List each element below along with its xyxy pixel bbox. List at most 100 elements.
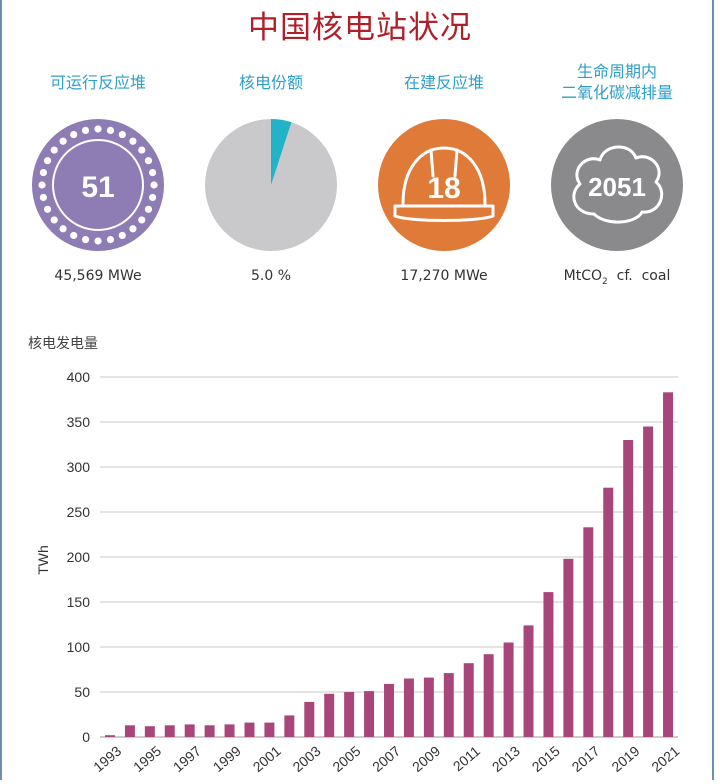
ring-dot	[50, 146, 58, 154]
stat-capacity: 17,270 MWe	[400, 268, 488, 284]
stat-label: 生命周期内 二氧化碳减排量	[537, 60, 697, 104]
ring-dot	[144, 205, 153, 213]
x-tick-label: 2007	[369, 743, 403, 775]
bar-2020	[643, 426, 654, 737]
generation-bar-chart: 0 50 100 150 200 250 300 350 400 1993 1995 1997 199…	[35, 369, 683, 775]
stat-share-percent: 5.0 %	[250, 268, 292, 284]
ring-dot	[129, 137, 137, 145]
bar-2009	[423, 677, 434, 737]
ring-dot	[150, 181, 158, 189]
stat-label-line-1: 生命周期内	[576, 62, 657, 81]
bar-2006	[364, 691, 375, 737]
bar-2021	[663, 392, 674, 737]
stat-nuclear-share: 核电份额 5.0 %	[191, 60, 351, 284]
bar-2001	[264, 722, 275, 737]
stat-value: 18	[427, 172, 460, 205]
ring-dot	[81, 126, 90, 135]
x-tick-label: 2021	[648, 743, 682, 775]
ring-dot	[81, 235, 90, 244]
x-tick-label: 1999	[210, 743, 244, 775]
ring-dot	[106, 126, 115, 135]
ring-dot	[43, 157, 52, 165]
y-tick-label: 350	[67, 414, 91, 430]
ring-dot	[106, 235, 115, 244]
ring-dot	[38, 181, 46, 189]
ring-dot	[70, 130, 78, 139]
y-tick-label: 200	[67, 549, 91, 565]
bar-1996	[164, 725, 175, 737]
bar-2015	[543, 592, 554, 737]
inner-ring	[52, 139, 144, 231]
bar-1999	[224, 724, 235, 737]
ring-dot	[148, 168, 157, 177]
bar-2019	[623, 440, 634, 737]
stat-co2-reduction: 生命周期内 二氧化碳减排量 2051 MtCO2 cf. coal	[537, 60, 697, 287]
y-axis-label: TWh	[35, 545, 51, 575]
stat-label: 可运行反应堆	[49, 72, 146, 92]
bar-2002	[284, 715, 295, 737]
y-tick-label: 250	[67, 504, 91, 520]
stat-unit-tail: cf. coal	[607, 268, 671, 284]
bar-2012	[483, 654, 494, 737]
pie-share-icon	[205, 119, 337, 251]
bar-2004	[324, 693, 335, 737]
x-tick-label: 2013	[489, 743, 523, 775]
y-tick-label: 0	[82, 729, 90, 745]
x-tick-label: 2017	[569, 743, 603, 775]
cloud-icon: 2051	[551, 119, 683, 251]
x-tick-label: 2005	[329, 743, 363, 775]
stat-value: 51	[81, 171, 114, 204]
y-tick-label: 300	[67, 459, 91, 475]
y-tick-label: 150	[67, 594, 91, 610]
stat-co2-unit: MtCO2 cf. coal	[537, 268, 697, 287]
ring-dot	[39, 168, 48, 177]
ring-dot	[129, 225, 137, 233]
y-tick-label: 100	[67, 639, 91, 655]
ring-dot	[138, 146, 146, 154]
stat-operable-reactors: 可运行反应堆 51 45,569 MWe	[18, 60, 178, 284]
bar-2016	[563, 558, 574, 737]
x-tick-label: 1995	[130, 743, 164, 775]
hard-hat-icon: 18	[378, 119, 510, 251]
ring-dot	[138, 216, 146, 224]
bar-2017	[583, 527, 594, 737]
chart-title: 核电发电量	[28, 336, 98, 352]
bar-2013	[503, 642, 514, 737]
bar-2011	[463, 663, 474, 737]
x-tick-label: 1993	[90, 743, 124, 775]
bar-2008	[403, 678, 414, 737]
ring-dot	[144, 157, 153, 165]
ring-dot	[39, 193, 48, 202]
ring-dot	[94, 125, 102, 133]
y-tick-label: 400	[67, 369, 91, 385]
ring-dot	[118, 130, 126, 139]
stat-unit-main: MtCO	[563, 268, 603, 284]
stat-label: 核电份额	[238, 72, 303, 92]
bar-2005	[344, 692, 355, 737]
x-tick-label: 2009	[409, 743, 443, 775]
page-title: 中国核电站状况	[248, 10, 472, 46]
bar-1998	[204, 725, 215, 737]
bar-1993	[104, 735, 115, 737]
ring-dot	[118, 231, 126, 240]
stat-under-construction: 在建反应堆 18 17,270 MWe	[364, 60, 524, 284]
bar-2003	[304, 701, 315, 737]
stat-unit-subscript: 2	[602, 276, 608, 287]
bar-2000	[244, 722, 255, 737]
stat-value: 2051	[588, 172, 646, 202]
ring-dot	[50, 216, 58, 224]
x-tick-label: 2015	[529, 743, 563, 775]
x-tick-label: 2011	[450, 743, 484, 775]
ring-dot	[43, 205, 52, 213]
ring-dot	[59, 225, 67, 233]
stat-capacity: 45,569 MWe	[54, 268, 142, 284]
bar-1994	[124, 725, 135, 737]
pie-share-slice	[271, 119, 292, 185]
bar-2007	[384, 683, 394, 737]
ring-dot	[94, 237, 102, 245]
stat-label-line-2: 二氧化碳减排量	[560, 83, 673, 102]
x-tick-label: 2001	[250, 743, 284, 775]
bar-1995	[144, 726, 155, 737]
ring-dot	[70, 231, 78, 240]
